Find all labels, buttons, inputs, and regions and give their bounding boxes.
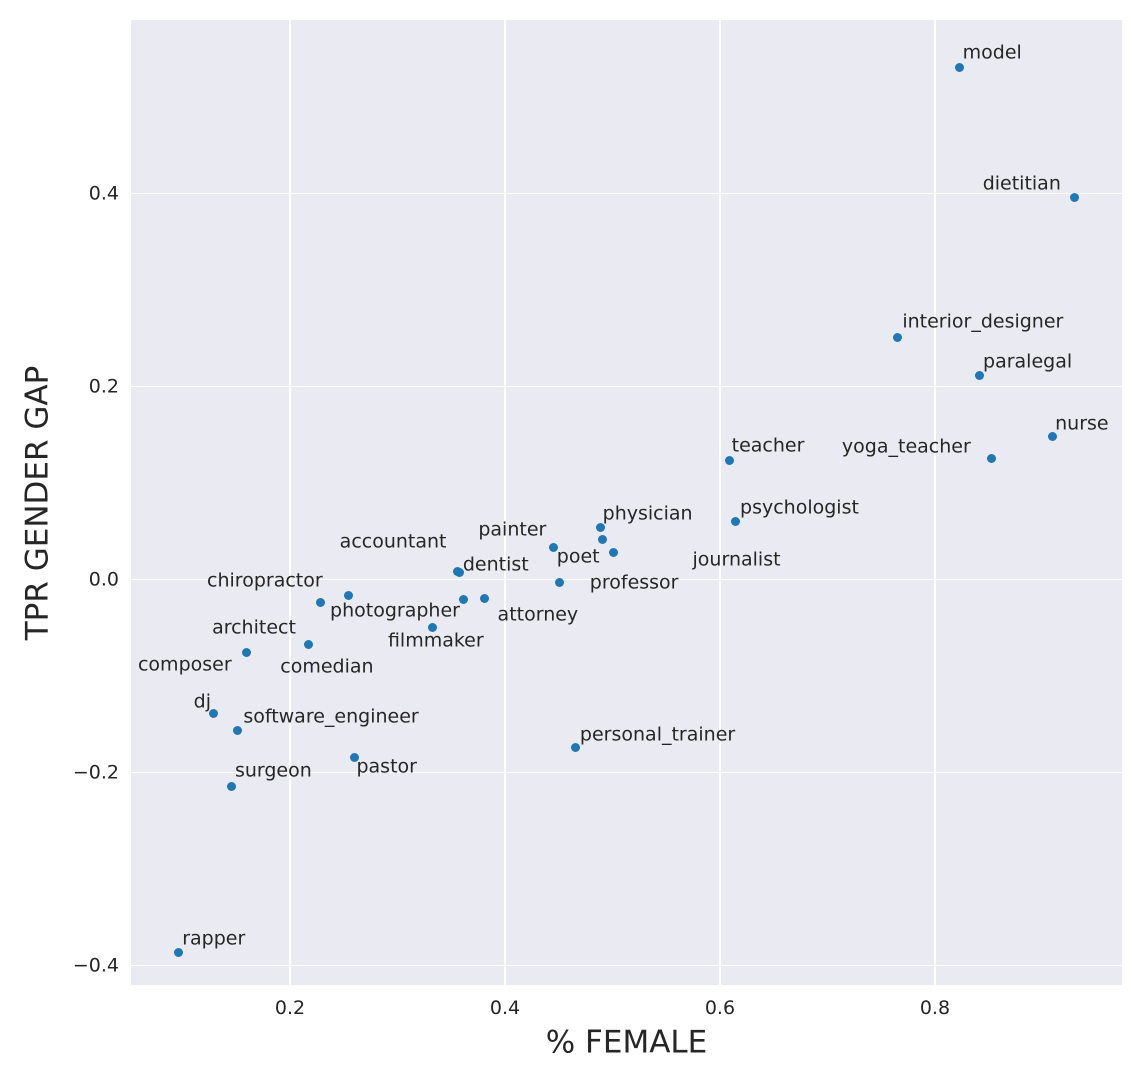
point-label-dentist: dentist bbox=[462, 553, 529, 576]
point-label-painter: painter bbox=[478, 518, 547, 541]
data-point-dj bbox=[209, 709, 219, 719]
data-point-personal_trainer bbox=[571, 743, 581, 753]
point-label-comedian: comedian bbox=[280, 655, 374, 678]
y-tick-label: −0.2 bbox=[72, 761, 119, 784]
data-point-dentist bbox=[455, 568, 465, 578]
gridline-vertical bbox=[719, 20, 721, 985]
y-tick-label: −0.4 bbox=[72, 954, 119, 977]
data-point-paralegal bbox=[974, 370, 984, 380]
point-label-surgeon: surgeon bbox=[234, 759, 312, 782]
data-point-teacher bbox=[725, 455, 735, 465]
plot-area bbox=[131, 20, 1122, 985]
point-label-attorney: attorney bbox=[497, 603, 579, 626]
data-point-dietitian bbox=[1070, 193, 1080, 203]
data-point-comedian bbox=[303, 639, 313, 649]
point-label-accountant: accountant bbox=[339, 530, 447, 553]
data-point-photographer bbox=[458, 594, 468, 604]
data-point-software_engineer bbox=[232, 725, 242, 735]
data-point-physician bbox=[596, 523, 606, 533]
gridline-horizontal bbox=[131, 964, 1122, 967]
point-label-software_engineer: software_engineer bbox=[243, 705, 419, 728]
y-axis-title: TPR GENDER GAP bbox=[19, 365, 56, 640]
point-label-journalist: journalist bbox=[692, 548, 781, 571]
point-label-teacher: teacher bbox=[731, 434, 805, 457]
point-label-pastor: pastor bbox=[356, 755, 417, 778]
point-label-yoga_teacher: yoga_teacher bbox=[841, 435, 971, 458]
point-label-physician: physician bbox=[602, 502, 693, 525]
data-point-yoga_teacher bbox=[987, 453, 997, 463]
y-tick-label: 0.4 bbox=[88, 182, 119, 205]
data-point-attorney bbox=[480, 593, 490, 603]
point-label-photographer: photographer bbox=[330, 599, 460, 622]
data-point-painter bbox=[548, 543, 558, 553]
data-point-architect bbox=[315, 598, 325, 608]
point-label-filmmaker: filmmaker bbox=[387, 629, 484, 652]
point-label-psychologist: psychologist bbox=[740, 496, 859, 519]
gridline-vertical bbox=[289, 20, 291, 985]
data-point-journalist bbox=[609, 548, 619, 558]
point-label-interior_designer: interior_designer bbox=[902, 310, 1064, 333]
y-tick-label: 0.2 bbox=[88, 375, 119, 398]
data-point-poet bbox=[598, 534, 608, 544]
point-label-composer: composer bbox=[137, 653, 232, 676]
x-tick-label: 0.6 bbox=[704, 997, 736, 1019]
point-label-poet: poet bbox=[556, 545, 600, 568]
data-point-filmmaker bbox=[428, 623, 438, 633]
point-label-professor: professor bbox=[589, 571, 679, 594]
data-point-pastor bbox=[349, 752, 359, 762]
point-label-dietitian: dietitian bbox=[982, 172, 1061, 195]
point-label-nurse: nurse bbox=[1055, 412, 1109, 435]
x-axis-title: % FEMALE bbox=[545, 1024, 708, 1061]
data-point-psychologist bbox=[730, 517, 740, 527]
point-label-personal_trainer: personal_trainer bbox=[579, 723, 736, 746]
x-tick-label: 0.2 bbox=[274, 997, 306, 1019]
gridline-vertical bbox=[504, 20, 506, 985]
gridline-vertical bbox=[934, 20, 936, 985]
data-point-chiropractor bbox=[343, 590, 353, 600]
y-tick-label: 0.0 bbox=[88, 568, 119, 591]
point-label-chiropractor: chiropractor bbox=[207, 569, 323, 592]
gridline-horizontal bbox=[131, 192, 1122, 195]
point-label-architect: architect bbox=[212, 616, 296, 639]
data-point-surgeon bbox=[227, 781, 237, 791]
point-label-rapper: rapper bbox=[182, 927, 246, 950]
data-point-rapper bbox=[173, 947, 183, 957]
point-label-model: model bbox=[962, 41, 1022, 64]
point-label-dj: dj bbox=[193, 690, 211, 713]
data-point-composer bbox=[242, 647, 252, 657]
data-point-model bbox=[955, 62, 965, 72]
gridline-horizontal bbox=[131, 385, 1122, 388]
gridline-horizontal bbox=[131, 578, 1122, 581]
data-point-nurse bbox=[1047, 432, 1057, 442]
point-label-paralegal: paralegal bbox=[983, 350, 1073, 373]
data-point-interior_designer bbox=[892, 332, 902, 342]
x-tick-label: 0.4 bbox=[489, 997, 521, 1019]
gridline-horizontal bbox=[131, 771, 1122, 774]
data-point-professor bbox=[555, 578, 565, 588]
x-tick-label: 0.8 bbox=[919, 997, 951, 1019]
